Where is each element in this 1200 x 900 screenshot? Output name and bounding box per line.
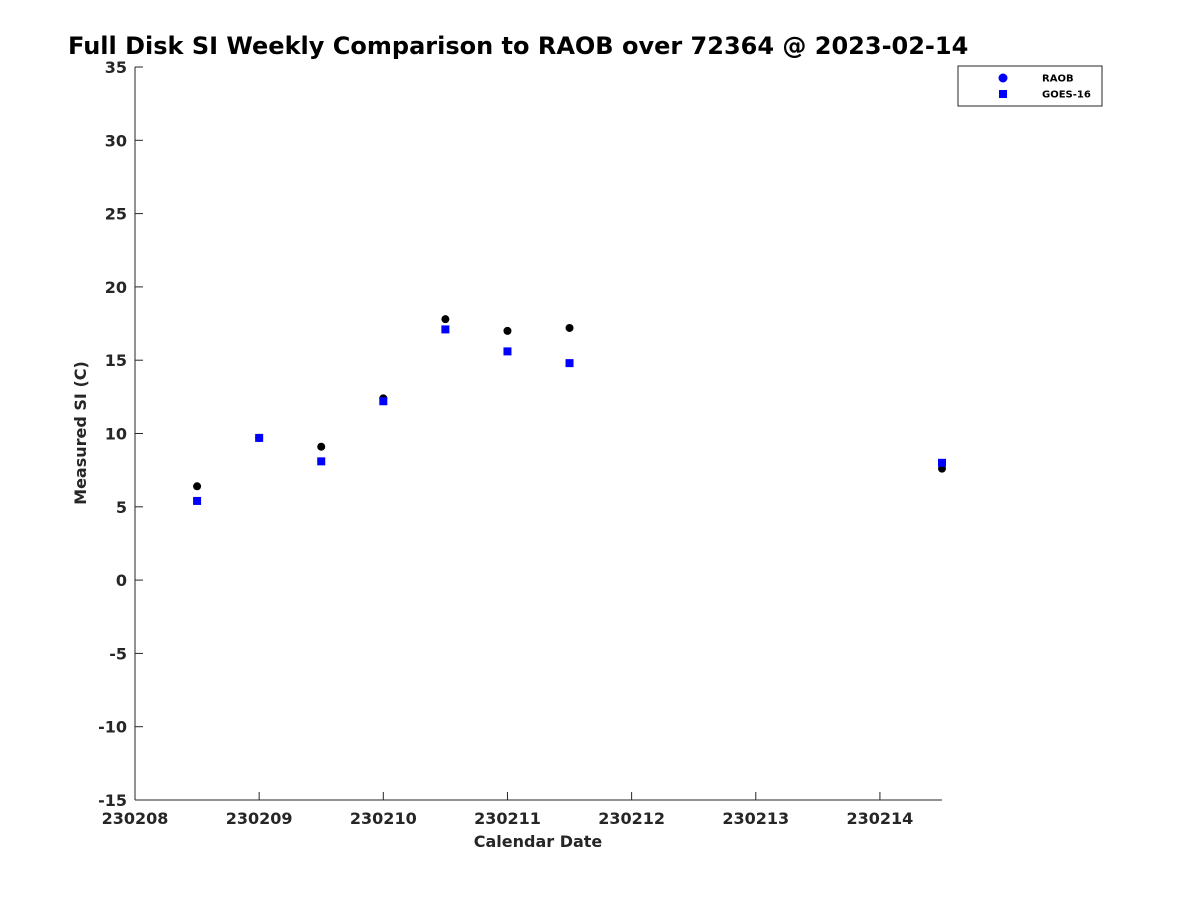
goes-16-point [441,325,450,334]
goes-16-point [193,496,202,505]
legend-label: GOES-16 [1042,90,1091,101]
series-raob [193,315,946,491]
y-axis-ticks: 35 30 25 20 15 10 5 0 -5 -10 -15 [98,58,143,810]
data-points [193,315,946,505]
goes-16-point [938,458,946,467]
y-tick-label: 25 [105,205,127,224]
legend-circle-marker [998,73,1008,83]
raob-point [193,482,202,491]
axes [134,67,942,801]
legend: RAOB GOES-16 [957,65,1103,107]
x-tick-label: 230212 [598,809,665,828]
goes-16-point [565,359,574,368]
raob-point [565,323,574,332]
y-tick-label: 5 [116,498,127,517]
y-tick-label: 15 [105,351,127,370]
x-tick-label: 230211 [474,809,541,828]
y-tick-label: 20 [105,278,127,297]
x-axis-label: Calendar Date [474,832,603,851]
legend-box [957,65,1103,107]
x-tick-label: 230210 [350,809,417,828]
goes-16-point [379,397,388,406]
series-goes-16 [193,325,946,505]
raob-point [317,442,326,451]
raob-point [503,326,512,335]
x-tick-label: 230213 [722,809,789,828]
goes-16-point [503,347,512,356]
chart-title: Full Disk SI Weekly Comparison to RAOB o… [68,32,968,60]
y-tick-label: 30 [105,131,127,150]
y-tick-label: 35 [105,58,127,77]
y-tick-label: -5 [109,644,127,663]
y-tick-label: -15 [98,791,127,810]
x-tick-label: 230214 [847,809,914,828]
raob-point [441,315,450,324]
y-tick-label: -10 [98,718,127,737]
y-axis-label: Measured SI (C) [71,361,90,505]
x-tick-label: 230209 [226,809,293,828]
legend-entries: RAOB GOES-16 [998,73,1091,101]
legend-label: RAOB [1042,74,1074,85]
y-tick-label: 10 [105,425,127,444]
y-tick-label: 0 [116,571,127,590]
goes-16-point [317,457,326,466]
legend-square-marker [999,90,1007,98]
x-axis-ticks: 230208 230209 230210 230211 230212 230213 2302… [102,792,914,828]
x-tick-label: 230208 [102,809,169,828]
goes-16-point [255,433,264,442]
